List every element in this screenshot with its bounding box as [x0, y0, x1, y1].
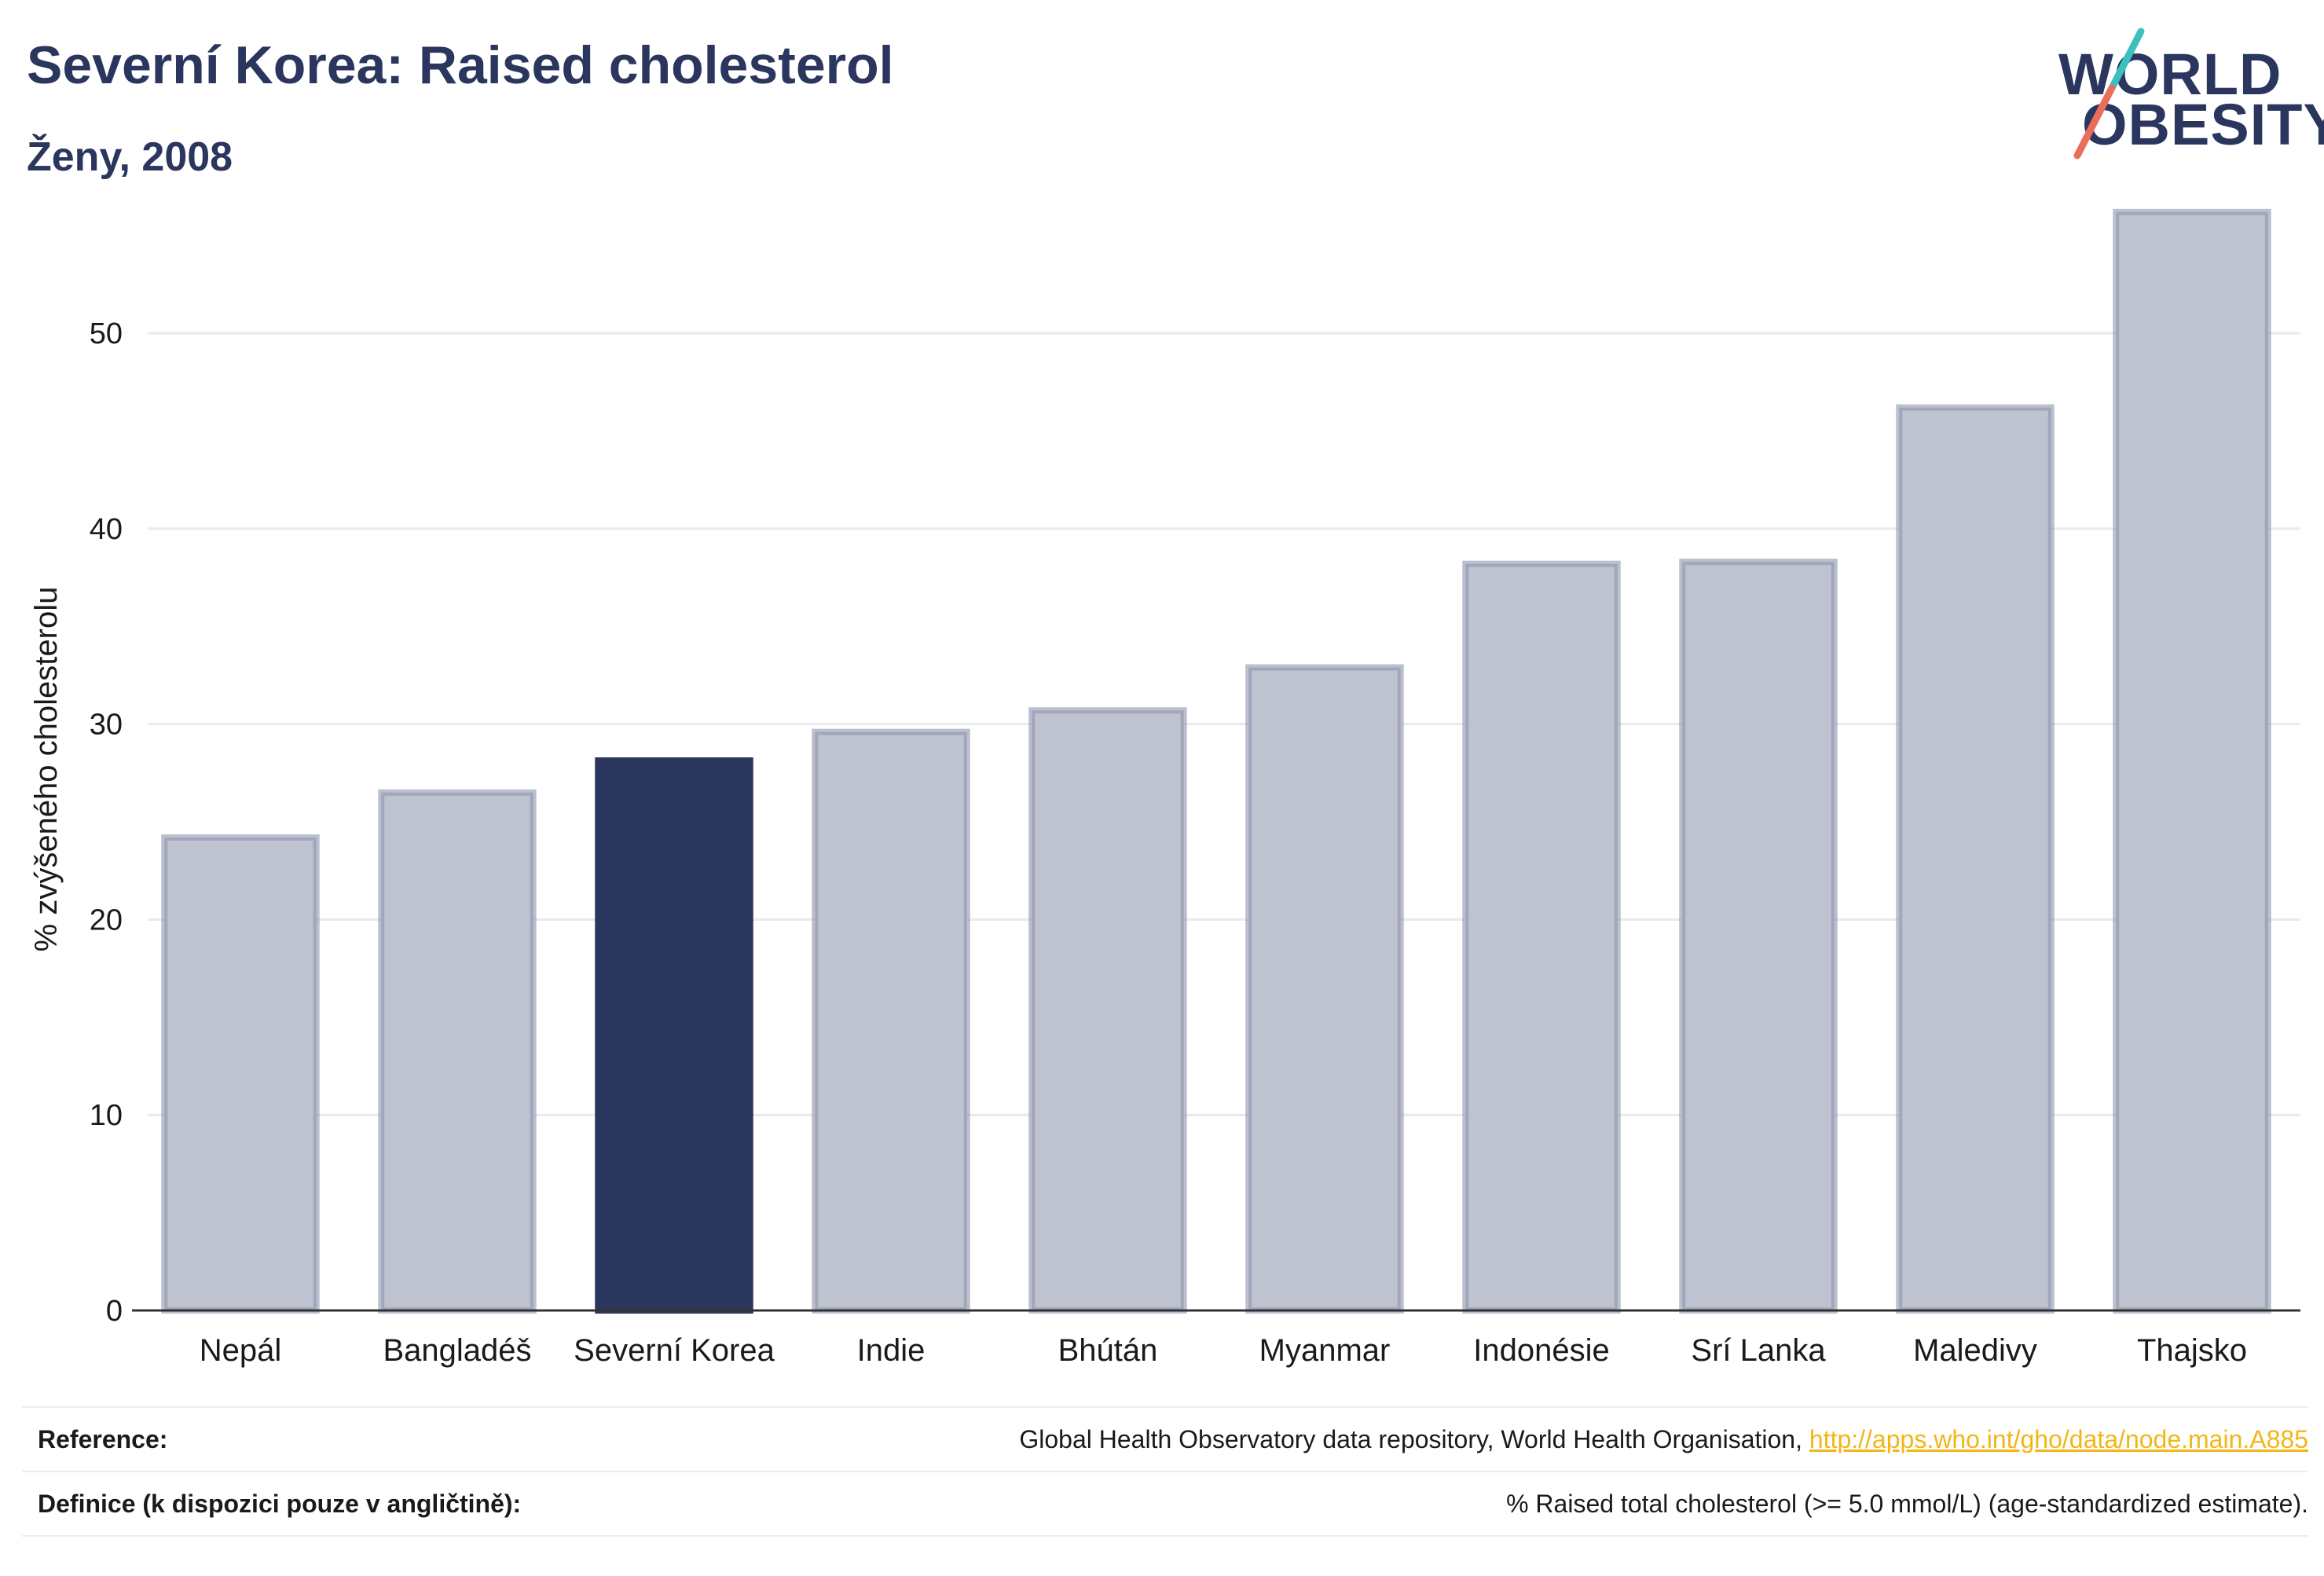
x-tick-label: Severní Korea	[574, 1333, 775, 1368]
definition-label: Definice (k dispozici pouze v angličtině…	[38, 1490, 522, 1518]
bar-chart: 0 10 20 30 40 50 % zvýšeného cholesterolu Nepál…	[29, 208, 2300, 1368]
y-tick-label: 40	[90, 513, 123, 546]
reference-text: Global Health Observatory data repositor…	[1019, 1425, 1809, 1453]
reference-link[interactable]: http://apps.who.int/gho/data/node.main.A…	[1809, 1425, 2308, 1453]
reference-row: Reference: Global Health Observatory dat…	[22, 1406, 2308, 1471]
chart-title: Severní Korea: Raised cholesterol	[27, 35, 894, 95]
x-tick-label: Nepál	[200, 1333, 282, 1368]
y-tick-label: 20	[90, 903, 123, 936]
x-tick-label: Indie	[857, 1333, 926, 1368]
bar	[1462, 560, 1621, 1314]
x-tick-label: Thajsko	[2137, 1333, 2247, 1368]
x-tick-label: Maledivy	[1913, 1333, 2037, 1368]
x-tick-label: Indonésie	[1473, 1333, 1609, 1368]
world-obesity-logo: WORLD OBESITY	[2051, 24, 2324, 165]
y-tick-label: 30	[90, 709, 123, 742]
bar	[1896, 404, 2055, 1314]
bar	[1245, 664, 1404, 1314]
definition-text: % Raised total cholesterol (>= 5.0 mmol/…	[1506, 1490, 2308, 1518]
bar	[1028, 707, 1187, 1314]
x-tick-label: Bhútán	[1058, 1333, 1158, 1368]
y-tick-label: 50	[90, 317, 123, 350]
x-tick-label: Bangladéš	[383, 1333, 531, 1368]
logo-word-world: WORLD	[2058, 42, 2282, 107]
chart-subtitle: Ženy, 2008	[27, 134, 233, 180]
y-tick-label: 10	[90, 1099, 123, 1132]
y-axis-title: % zvýšeného cholesterolu	[29, 587, 64, 952]
bar	[595, 757, 753, 1314]
definition-row: Definice (k dispozici pouze v angličtině…	[22, 1471, 2308, 1537]
x-tick-label: Myanmar	[1259, 1333, 1391, 1368]
reference-value: Global Health Observatory data repositor…	[1019, 1425, 2308, 1454]
x-tick-label: Srí Lanka	[1691, 1333, 1826, 1368]
y-tick-label: 0	[106, 1295, 123, 1328]
logo-slash-icon	[2073, 27, 2145, 159]
bar	[812, 728, 970, 1314]
logo-word-obesity: OBESITY	[2082, 92, 2324, 157]
reference-label: Reference:	[38, 1425, 168, 1453]
bar	[378, 789, 537, 1314]
bar	[1679, 559, 1838, 1314]
bar	[2113, 208, 2271, 1314]
bar	[161, 834, 320, 1314]
